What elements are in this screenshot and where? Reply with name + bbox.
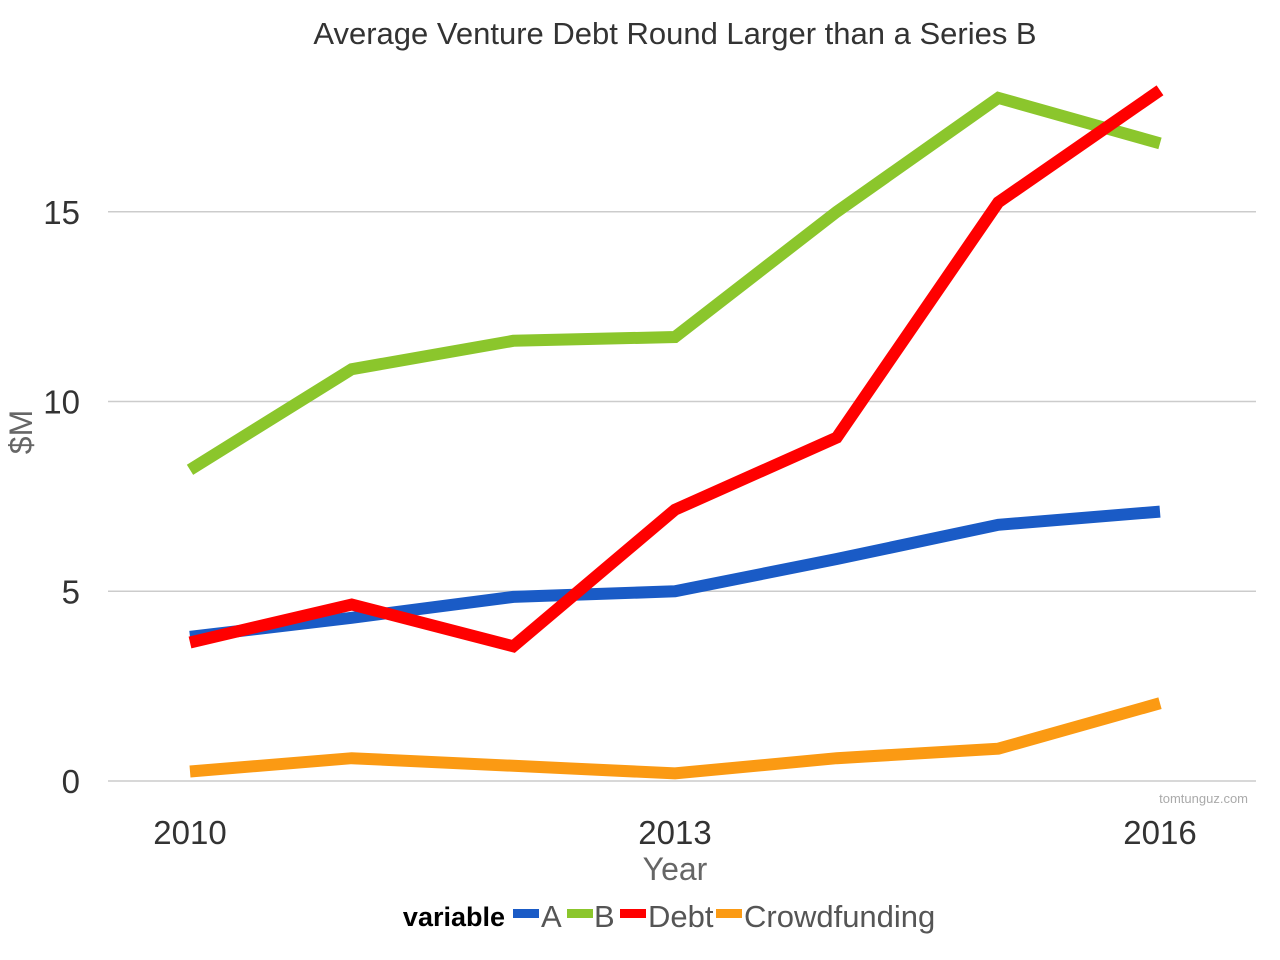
legend-swatch-b	[567, 909, 593, 918]
series-lines	[186, 85, 1164, 780]
series-line-b	[186, 91, 1162, 475]
gridlines	[108, 211, 1256, 782]
series-line-debt	[188, 85, 1164, 653]
series-line-a	[189, 505, 1161, 643]
series-line-crowdfunding	[189, 697, 1162, 780]
legend-swatch-a	[513, 909, 539, 918]
y-tick-label: 10	[43, 384, 80, 421]
y-axis-title: $M	[3, 410, 39, 454]
legend-swatch-crowdfunding	[716, 909, 742, 918]
watermark: tomtunguz.com	[1159, 791, 1248, 806]
legend-label-crowdfunding: Crowdfunding	[744, 899, 935, 934]
legend-title: variable	[403, 902, 505, 932]
legend-label-debt: Debt	[648, 899, 714, 934]
x-tick-label: 2010	[153, 814, 226, 851]
x-tick-label: 2016	[1123, 814, 1196, 851]
x-tick-label: 2013	[638, 814, 711, 851]
y-tick-label: 0	[62, 763, 80, 800]
legend-label-a: A	[541, 899, 562, 934]
x-tick-labels: 2010 2013 2016	[153, 814, 1196, 851]
legend-label-b: B	[594, 899, 615, 934]
legend-swatch-debt	[620, 909, 646, 918]
chart-title: Average Venture Debt Round Larger than a…	[313, 16, 1036, 51]
y-tick-label: 5	[62, 573, 80, 610]
y-tick-label: 15	[43, 194, 80, 231]
x-axis-title: Year	[643, 851, 708, 887]
y-tick-labels: 0 5 10 15	[43, 194, 80, 800]
legend: variable A B Debt Crowdfunding	[403, 899, 935, 934]
